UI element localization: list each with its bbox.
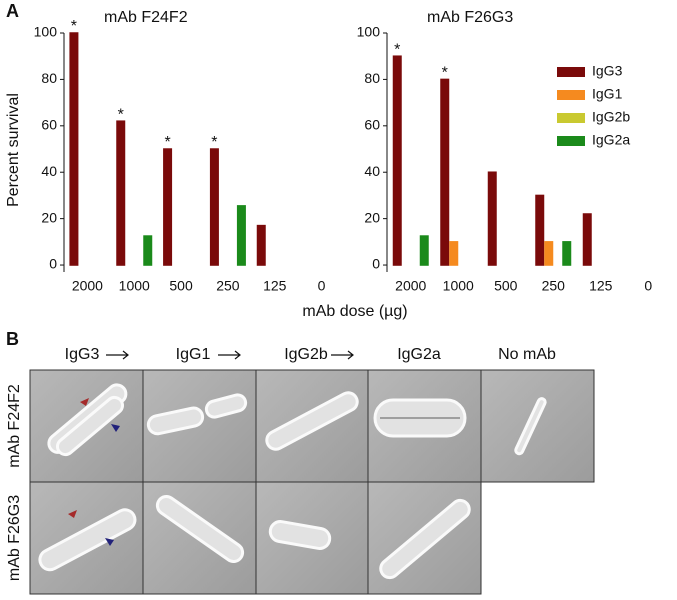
legend-swatch bbox=[557, 90, 585, 100]
y-tick-label: 60 bbox=[41, 117, 57, 133]
chart-title: mAb F24F2 bbox=[104, 9, 188, 26]
marker bbox=[111, 424, 120, 432]
bar bbox=[419, 235, 429, 266]
image-grid bbox=[29, 369, 595, 595]
bar bbox=[544, 241, 554, 266]
x-tick-label: 2000 bbox=[395, 278, 426, 294]
bar bbox=[392, 55, 402, 266]
x-tick-label: 250 bbox=[542, 278, 566, 294]
y-axis-label: Percent survival bbox=[5, 93, 22, 207]
significance-marker: * bbox=[394, 41, 400, 58]
legend-swatch bbox=[557, 67, 585, 77]
x-tick-label: 125 bbox=[589, 278, 613, 294]
panel-label: B bbox=[6, 329, 19, 349]
legend-swatch bbox=[557, 136, 585, 146]
y-tick-label: 100 bbox=[357, 24, 381, 40]
bar bbox=[209, 148, 219, 266]
x-tick-label: 250 bbox=[216, 278, 240, 294]
x-tick-label: 500 bbox=[169, 278, 193, 294]
row-label: mAb F26G3 bbox=[6, 495, 23, 581]
x-tick-label: 1000 bbox=[443, 278, 474, 294]
bar bbox=[163, 148, 173, 266]
y-tick-label: 40 bbox=[364, 163, 380, 179]
y-tick-label: 40 bbox=[41, 163, 57, 179]
legend-swatch bbox=[557, 113, 585, 123]
bar bbox=[236, 205, 246, 266]
legend-label: IgG1 bbox=[592, 86, 623, 102]
bar bbox=[69, 32, 79, 266]
y-tick-label: 100 bbox=[34, 24, 58, 40]
x-tick-label: 1000 bbox=[119, 278, 150, 294]
y-tick-label: 0 bbox=[49, 256, 57, 272]
x-tick-label: 2000 bbox=[72, 278, 103, 294]
y-tick-label: 20 bbox=[41, 209, 57, 225]
x-axis-label: mAb dose (µg) bbox=[302, 303, 407, 320]
x-tick-label: 500 bbox=[494, 278, 518, 294]
bar bbox=[143, 235, 153, 266]
y-tick-label: 80 bbox=[41, 70, 57, 86]
column-label: IgG2a bbox=[397, 346, 441, 363]
y-tick-label: 80 bbox=[364, 70, 380, 86]
x-tick-label: 125 bbox=[263, 278, 287, 294]
legend-label: IgG2a bbox=[592, 132, 630, 148]
arrows bbox=[106, 350, 354, 360]
chart-title: mAb F26G3 bbox=[427, 9, 513, 26]
column-label: IgG3 bbox=[65, 346, 100, 363]
panel-label: A bbox=[6, 1, 19, 21]
y-tick-label: 20 bbox=[364, 209, 380, 225]
row-label: mAb F24F2 bbox=[6, 384, 23, 468]
marker bbox=[80, 398, 89, 406]
bar bbox=[116, 120, 126, 266]
bar bbox=[562, 241, 572, 266]
y-tick-label: 60 bbox=[364, 117, 380, 133]
column-label: IgG1 bbox=[176, 346, 211, 363]
bar bbox=[582, 213, 592, 266]
bar bbox=[449, 241, 459, 266]
x-tick-label: 0 bbox=[644, 278, 652, 294]
bar bbox=[487, 171, 497, 266]
significance-marker: * bbox=[71, 18, 77, 35]
significance-marker: * bbox=[118, 106, 124, 123]
x-tick-label: 0 bbox=[318, 278, 326, 294]
bar bbox=[256, 224, 266, 266]
column-label: IgG2b bbox=[284, 346, 328, 363]
significance-marker: * bbox=[164, 134, 170, 151]
legend-label: IgG3 bbox=[592, 63, 623, 79]
significance-marker: * bbox=[211, 134, 217, 151]
marker bbox=[105, 538, 114, 546]
marker bbox=[68, 510, 77, 518]
column-label: No mAb bbox=[498, 346, 556, 363]
y-tick-label: 0 bbox=[372, 256, 380, 272]
bar bbox=[535, 194, 545, 266]
significance-marker: * bbox=[442, 65, 448, 82]
bar bbox=[440, 78, 450, 266]
legend-label: IgG2b bbox=[592, 109, 630, 125]
